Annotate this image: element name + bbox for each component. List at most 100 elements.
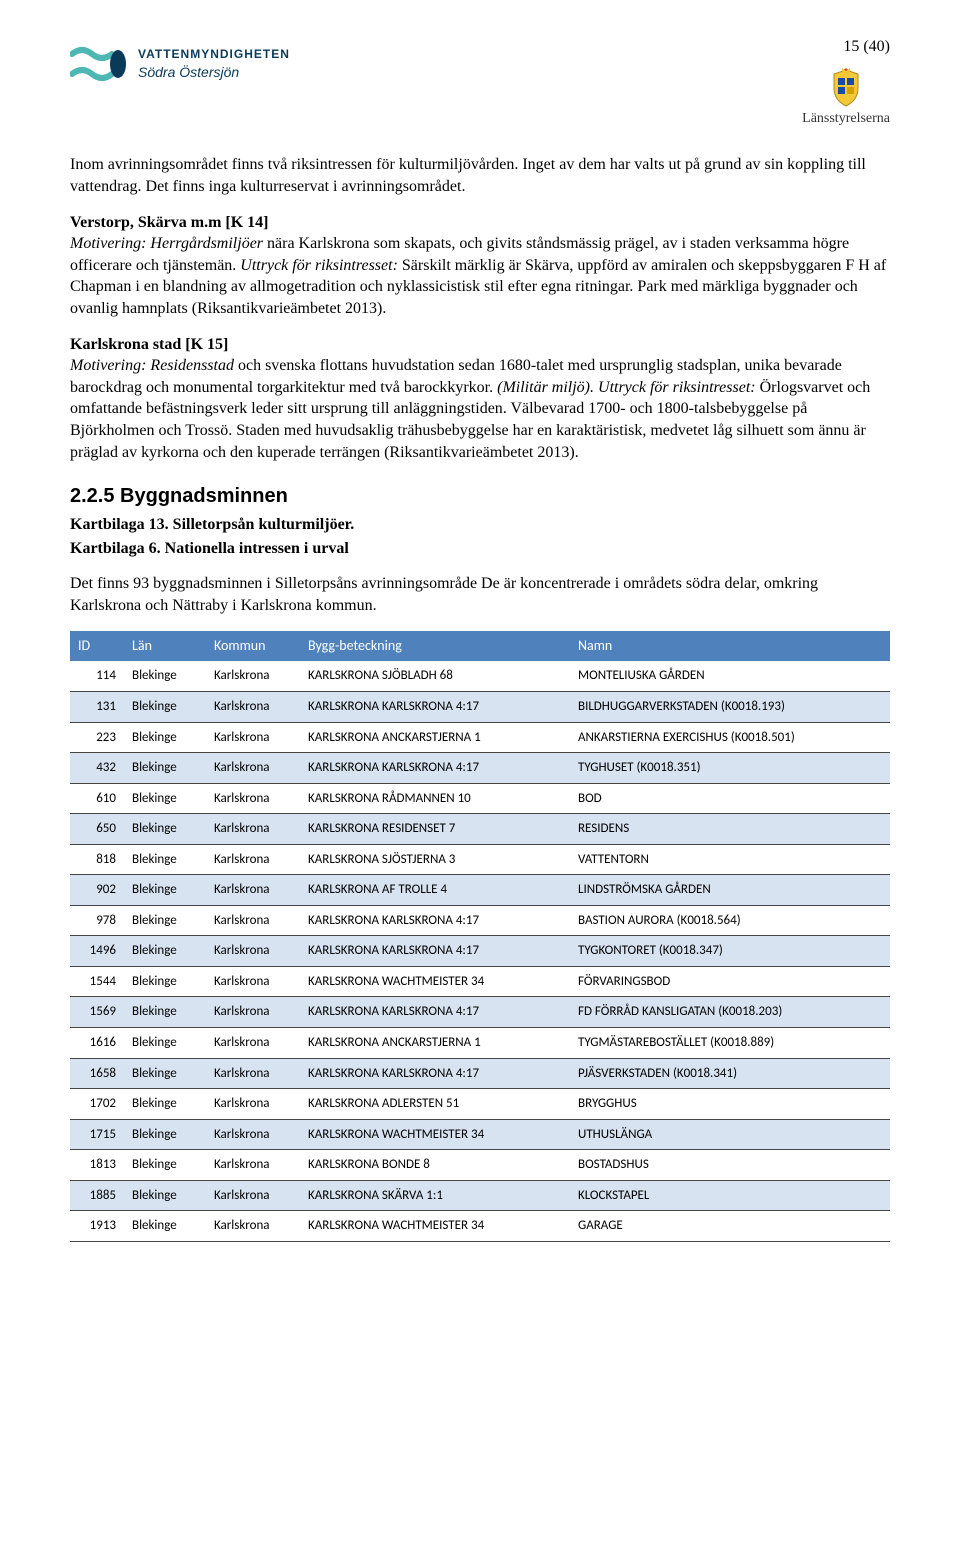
table-cell: 114 (70, 661, 124, 691)
table-cell: KARLSKRONA KARLSKRONA 4:17 (300, 1058, 570, 1089)
table-row: 978BlekingeKarlskronaKARLSKRONA KARLSKRO… (70, 905, 890, 936)
table-cell: Blekinge (124, 783, 206, 814)
table-cell: 1569 (70, 997, 124, 1028)
table-cell: 1715 (70, 1119, 124, 1150)
table-body: 114BlekingeKarlskronaKARLSKRONA SJÖBLADH… (70, 661, 890, 1241)
table-row: 650BlekingeKarlskronaKARLSKRONA RESIDENS… (70, 814, 890, 845)
table-header-row: IDLänKommunBygg-beteckningNamn (70, 631, 890, 662)
table-cell: TYGKONTORET (K0018.347) (570, 936, 890, 967)
table-cell: Karlskrona (206, 844, 300, 875)
table-cell: KARLSKRONA SJÖBLADH 68 (300, 661, 570, 691)
table-cell: KARLSKRONA RESIDENSET 7 (300, 814, 570, 845)
table-cell: 1913 (70, 1211, 124, 1242)
table-cell: KARLSKRONA WACHTMEISTER 34 (300, 1119, 570, 1150)
table-cell: 1616 (70, 1028, 124, 1059)
table-row: 1569BlekingeKarlskronaKARLSKRONA KARLSKR… (70, 997, 890, 1028)
karlskrona-paragraph: Karlskrona stad [K 15] Motivering: Resid… (70, 334, 890, 464)
table-cell: Karlskrona (206, 997, 300, 1028)
table-cell: MONTELIUSKA GÅRDEN (570, 661, 890, 691)
table-cell: 1702 (70, 1089, 124, 1120)
table-col-bygg-beteckning: Bygg-beteckning (300, 631, 570, 662)
table-cell: 1658 (70, 1058, 124, 1089)
table-cell: KARLSKRONA WACHTMEISTER 34 (300, 966, 570, 997)
table-cell: KARLSKRONA ADLERSTEN 51 (300, 1089, 570, 1120)
page-header: VATTENMYNDIGHETEN Södra Östersjön 15 (40… (70, 40, 890, 128)
table-row: 1715BlekingeKarlskronaKARLSKRONA WACHTME… (70, 1119, 890, 1150)
section-description: Det finns 93 byggnadsminnen i Silletorps… (70, 573, 890, 616)
table-col-namn: Namn (570, 631, 890, 662)
table-cell: BILDHUGGARVERKSTADEN (K0018.193) (570, 692, 890, 723)
table-cell: Blekinge (124, 1150, 206, 1181)
verstorp-head: Verstorp, Skärva m.m [K 14] (70, 214, 269, 231)
logo-right-label: Länsstyrelserna (802, 110, 890, 129)
table-cell: Blekinge (124, 661, 206, 691)
body-text: Inom avrinningsområdet finns två riksint… (70, 154, 890, 616)
table-cell: Blekinge (124, 1028, 206, 1059)
intro-paragraph: Inom avrinningsområdet finns två riksint… (70, 154, 890, 197)
table-cell: KLOCKSTAPEL (570, 1180, 890, 1211)
table-row: 818BlekingeKarlskronaKARLSKRONA SJÖSTJER… (70, 844, 890, 875)
karlskrona-head: Karlskrona stad [K 15] (70, 336, 228, 353)
table-cell: Blekinge (124, 722, 206, 753)
table-cell: RESIDENS (570, 814, 890, 845)
table-cell: Karlskrona (206, 905, 300, 936)
table-row: 1913BlekingeKarlskronaKARLSKRONA WACHTME… (70, 1211, 890, 1242)
table-col-l-n: Län (124, 631, 206, 662)
logo-line2: Södra Östersjön (138, 63, 290, 82)
table-cell: GARAGE (570, 1211, 890, 1242)
header-right: 15 (40) Länsstyrelserna (802, 40, 890, 128)
table-cell: 223 (70, 722, 124, 753)
section-heading: 2.2.5 Byggnadsminnen (70, 483, 890, 510)
table-cell: 1544 (70, 966, 124, 997)
table-cell: Karlskrona (206, 1211, 300, 1242)
table-cell: Karlskrona (206, 661, 300, 691)
table-cell: Karlskrona (206, 1089, 300, 1120)
table-cell: 1885 (70, 1180, 124, 1211)
table-cell: Karlskrona (206, 1150, 300, 1181)
table-cell: Karlskrona (206, 1028, 300, 1059)
table-cell: Blekinge (124, 1119, 206, 1150)
table-cell: Blekinge (124, 966, 206, 997)
table-cell: BASTION AURORA (K0018.564) (570, 905, 890, 936)
table-cell: 650 (70, 814, 124, 845)
table-cell: KARLSKRONA KARLSKRONA 4:17 (300, 905, 570, 936)
verstorp-body: Motivering: Herrgårdsmiljöer nära Karlsk… (70, 235, 886, 317)
table-cell: KARLSKRONA KARLSKRONA 4:17 (300, 997, 570, 1028)
table-col-id: ID (70, 631, 124, 662)
table-row: 902BlekingeKarlskronaKARLSKRONA AF TROLL… (70, 875, 890, 906)
table-cell: Blekinge (124, 1058, 206, 1089)
water-authority-icon (70, 40, 130, 88)
table-row: 1813BlekingeKarlskronaKARLSKRONA BONDE 8… (70, 1150, 890, 1181)
table-cell: FÖRVARINGSBOD (570, 966, 890, 997)
table-cell: KARLSKRONA SJÖSTJERNA 3 (300, 844, 570, 875)
logo-left-text: VATTENMYNDIGHETEN Södra Östersjön (138, 46, 290, 81)
table-cell: 1496 (70, 936, 124, 967)
logo-left: VATTENMYNDIGHETEN Södra Östersjön (70, 40, 290, 88)
table-cell: KARLSKRONA KARLSKRONA 4:17 (300, 936, 570, 967)
table-cell: Blekinge (124, 1180, 206, 1211)
table-head: IDLänKommunBygg-beteckningNamn (70, 631, 890, 662)
table-cell: Karlskrona (206, 875, 300, 906)
table-cell: ANKARSTIERNA EXERCISHUS (K0018.501) (570, 722, 890, 753)
table-cell: KARLSKRONA RÅDMANNEN 10 (300, 783, 570, 814)
table-row: 1616BlekingeKarlskronaKARLSKRONA ANCKARS… (70, 1028, 890, 1059)
table-cell: 978 (70, 905, 124, 936)
table-row: 1544BlekingeKarlskronaKARLSKRONA WACHTME… (70, 966, 890, 997)
table-cell: Karlskrona (206, 1119, 300, 1150)
table-cell: Blekinge (124, 997, 206, 1028)
shield-icon (828, 68, 864, 108)
table-cell: 1813 (70, 1150, 124, 1181)
table-cell: Blekinge (124, 692, 206, 723)
table-cell: KARLSKRONA ANCKARSTJERNA 1 (300, 722, 570, 753)
table-cell: BOD (570, 783, 890, 814)
table-cell: Blekinge (124, 814, 206, 845)
table-cell: Karlskrona (206, 936, 300, 967)
table-cell: Karlskrona (206, 814, 300, 845)
table-col-kommun: Kommun (206, 631, 300, 662)
table-cell: Blekinge (124, 1211, 206, 1242)
table-row: 1658BlekingeKarlskronaKARLSKRONA KARLSKR… (70, 1058, 890, 1089)
table-cell: 818 (70, 844, 124, 875)
table-row: 223BlekingeKarlskronaKARLSKRONA ANCKARST… (70, 722, 890, 753)
table-cell: 131 (70, 692, 124, 723)
table-cell: KARLSKRONA WACHTMEISTER 34 (300, 1211, 570, 1242)
